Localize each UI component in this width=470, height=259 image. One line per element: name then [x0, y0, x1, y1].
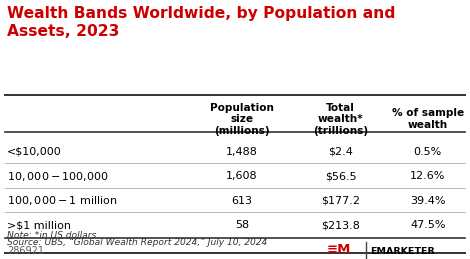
Text: 39.4%: 39.4%: [410, 196, 446, 206]
Text: EMARKETER: EMARKETER: [370, 247, 435, 256]
Text: >$1 million: >$1 million: [7, 220, 71, 230]
Text: Wealth Bands Worldwide, by Population and
Assets, 2023: Wealth Bands Worldwide, by Population an…: [7, 6, 395, 39]
Text: 286921: 286921: [7, 246, 44, 256]
Text: $56.5: $56.5: [325, 171, 357, 181]
Text: % of sample
wealth: % of sample wealth: [392, 108, 464, 130]
Text: Source: UBS, “Global Wealth Report 2024,” July 10, 2024: Source: UBS, “Global Wealth Report 2024,…: [7, 238, 267, 247]
Text: 1,488: 1,488: [226, 147, 258, 156]
Text: 0.5%: 0.5%: [414, 147, 442, 156]
Text: $213.8: $213.8: [321, 220, 360, 230]
Text: Population
size
(millions): Population size (millions): [210, 103, 274, 136]
Text: $10,000-$100,000: $10,000-$100,000: [7, 170, 109, 183]
Text: <$10,000: <$10,000: [7, 147, 62, 156]
Text: 12.6%: 12.6%: [410, 171, 446, 181]
Text: 47.5%: 47.5%: [410, 220, 446, 230]
Text: $177.2: $177.2: [321, 196, 360, 206]
Text: Total
wealth*
(trillions): Total wealth* (trillions): [313, 103, 368, 136]
Text: $2.4: $2.4: [329, 147, 353, 156]
Text: Note: *in US dollars: Note: *in US dollars: [7, 231, 96, 240]
Text: 1,608: 1,608: [226, 171, 258, 181]
Text: $100,000-$1 million: $100,000-$1 million: [7, 194, 117, 207]
Text: ≡M: ≡M: [327, 243, 351, 256]
Text: 58: 58: [235, 220, 249, 230]
Text: 613: 613: [232, 196, 252, 206]
